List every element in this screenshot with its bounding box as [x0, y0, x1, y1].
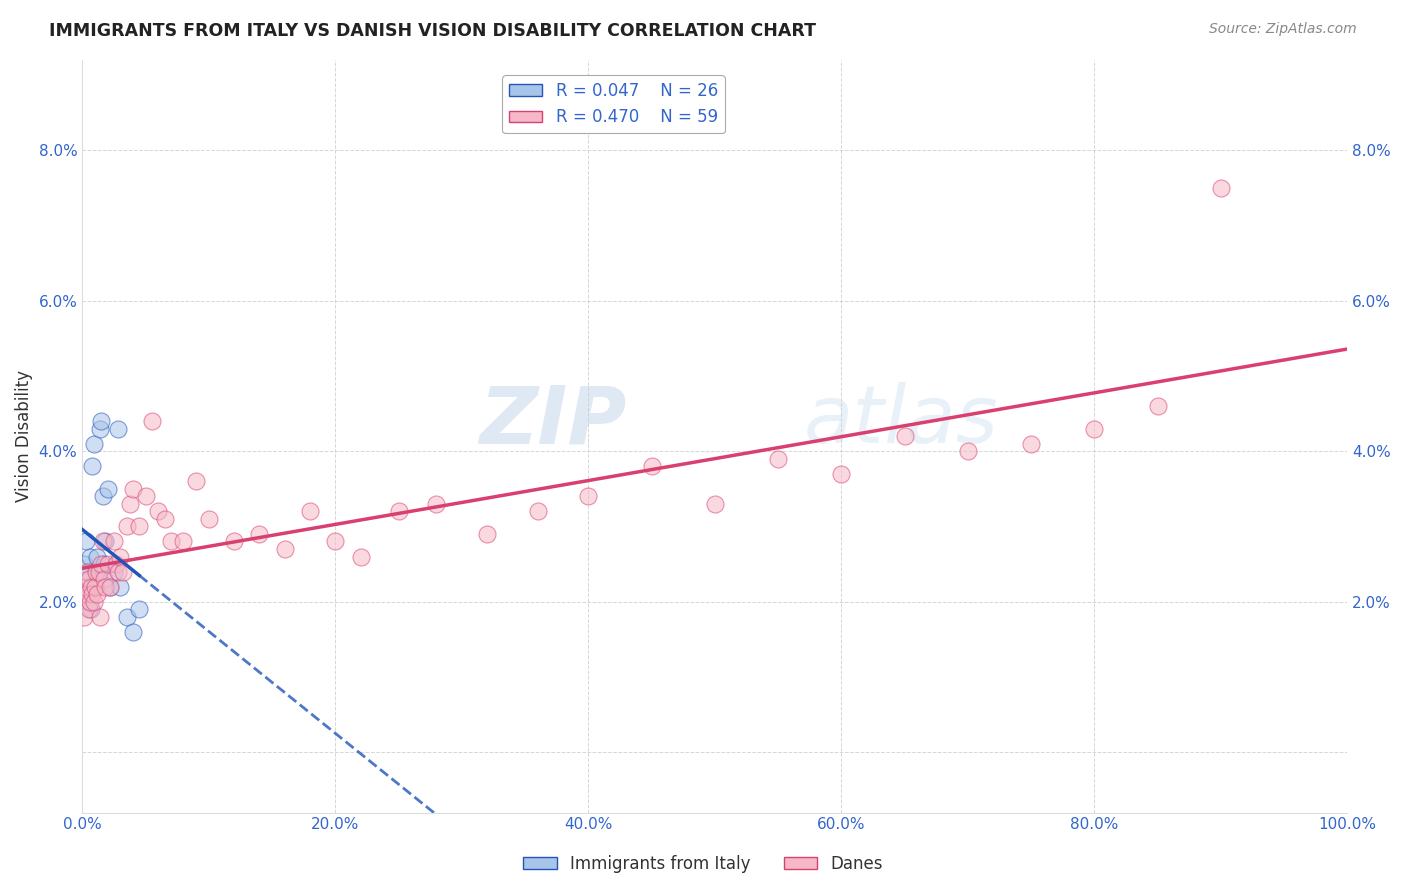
Point: [82, 459, 104, 474]
Text: IMMIGRANTS FROM ITALY VS DANISH VISION DISABILITY CORRELATION CHART: IMMIGRANTS FROM ITALY VS DANISH VISION D…: [49, 22, 817, 40]
Point: [79, 595, 101, 609]
Point: [115, 609, 138, 624]
Point: [98, 580, 121, 594]
Point: [526, 504, 548, 518]
Point: [73, 580, 96, 594]
Point: [1019, 436, 1042, 450]
Point: [77, 602, 100, 616]
Point: [80, 580, 103, 594]
Point: [73, 580, 96, 594]
Point: [75, 587, 97, 601]
Point: [84, 580, 107, 594]
Text: atlas: atlas: [803, 382, 998, 460]
Point: [247, 527, 270, 541]
Point: [425, 497, 447, 511]
Point: [103, 534, 125, 549]
Point: [122, 624, 145, 639]
Point: [111, 565, 134, 579]
Point: [93, 572, 115, 586]
Point: [576, 489, 599, 503]
Point: [349, 549, 371, 564]
Point: [128, 519, 150, 533]
Point: [82, 587, 104, 601]
Point: [1083, 421, 1105, 435]
Point: [87, 565, 110, 579]
Point: [110, 549, 132, 564]
Point: [830, 467, 852, 481]
Point: [107, 565, 129, 579]
Point: [76, 587, 98, 601]
Point: [91, 534, 114, 549]
Text: Source: ZipAtlas.com: Source: ZipAtlas.com: [1209, 22, 1357, 37]
Point: [84, 565, 107, 579]
Point: [107, 421, 129, 435]
Point: [1146, 399, 1168, 413]
Point: [97, 557, 120, 571]
Point: [475, 527, 498, 541]
Point: [77, 565, 100, 579]
Point: [186, 475, 208, 489]
Point: [89, 609, 111, 624]
Point: [893, 429, 915, 443]
Point: [79, 549, 101, 564]
Point: [273, 541, 295, 556]
Point: [94, 580, 117, 594]
Point: [77, 572, 100, 586]
Point: [153, 512, 176, 526]
Point: [86, 549, 108, 564]
Point: [222, 534, 245, 549]
Point: [87, 565, 110, 579]
Point: [640, 459, 662, 474]
Point: [141, 414, 163, 428]
Point: [387, 504, 409, 518]
Point: [298, 504, 321, 518]
Point: [703, 497, 725, 511]
Point: [110, 580, 132, 594]
Point: [84, 565, 107, 579]
Point: [97, 482, 120, 496]
Point: [89, 421, 111, 435]
Point: [72, 557, 94, 571]
Point: [956, 444, 979, 458]
Point: [94, 534, 117, 549]
Point: [766, 451, 789, 466]
Point: [148, 504, 170, 518]
Point: [90, 414, 112, 428]
Point: [76, 565, 98, 579]
Point: [83, 595, 105, 609]
Point: [103, 565, 125, 579]
Point: [91, 489, 114, 503]
Point: [115, 519, 138, 533]
Point: [83, 436, 105, 450]
Point: [323, 534, 346, 549]
Legend: Immigrants from Italy, Danes: Immigrants from Italy, Danes: [516, 848, 890, 880]
Point: [80, 602, 103, 616]
Point: [173, 534, 195, 549]
Text: ZIP: ZIP: [479, 382, 626, 460]
Point: [84, 580, 107, 594]
Point: [160, 534, 183, 549]
Point: [128, 602, 150, 616]
Point: [72, 609, 94, 624]
Legend: R = 0.047    N = 26, R = 0.470    N = 59: R = 0.047 N = 26, R = 0.470 N = 59: [502, 76, 724, 133]
Point: [75, 534, 97, 549]
Point: [120, 497, 142, 511]
Point: [105, 557, 128, 571]
Point: [197, 512, 219, 526]
Y-axis label: Vision Disability: Vision Disability: [15, 370, 32, 502]
Point: [122, 482, 145, 496]
Point: [86, 587, 108, 601]
Point: [1209, 180, 1232, 194]
Point: [93, 557, 115, 571]
Point: [135, 489, 157, 503]
Point: [98, 580, 121, 594]
Point: [90, 557, 112, 571]
